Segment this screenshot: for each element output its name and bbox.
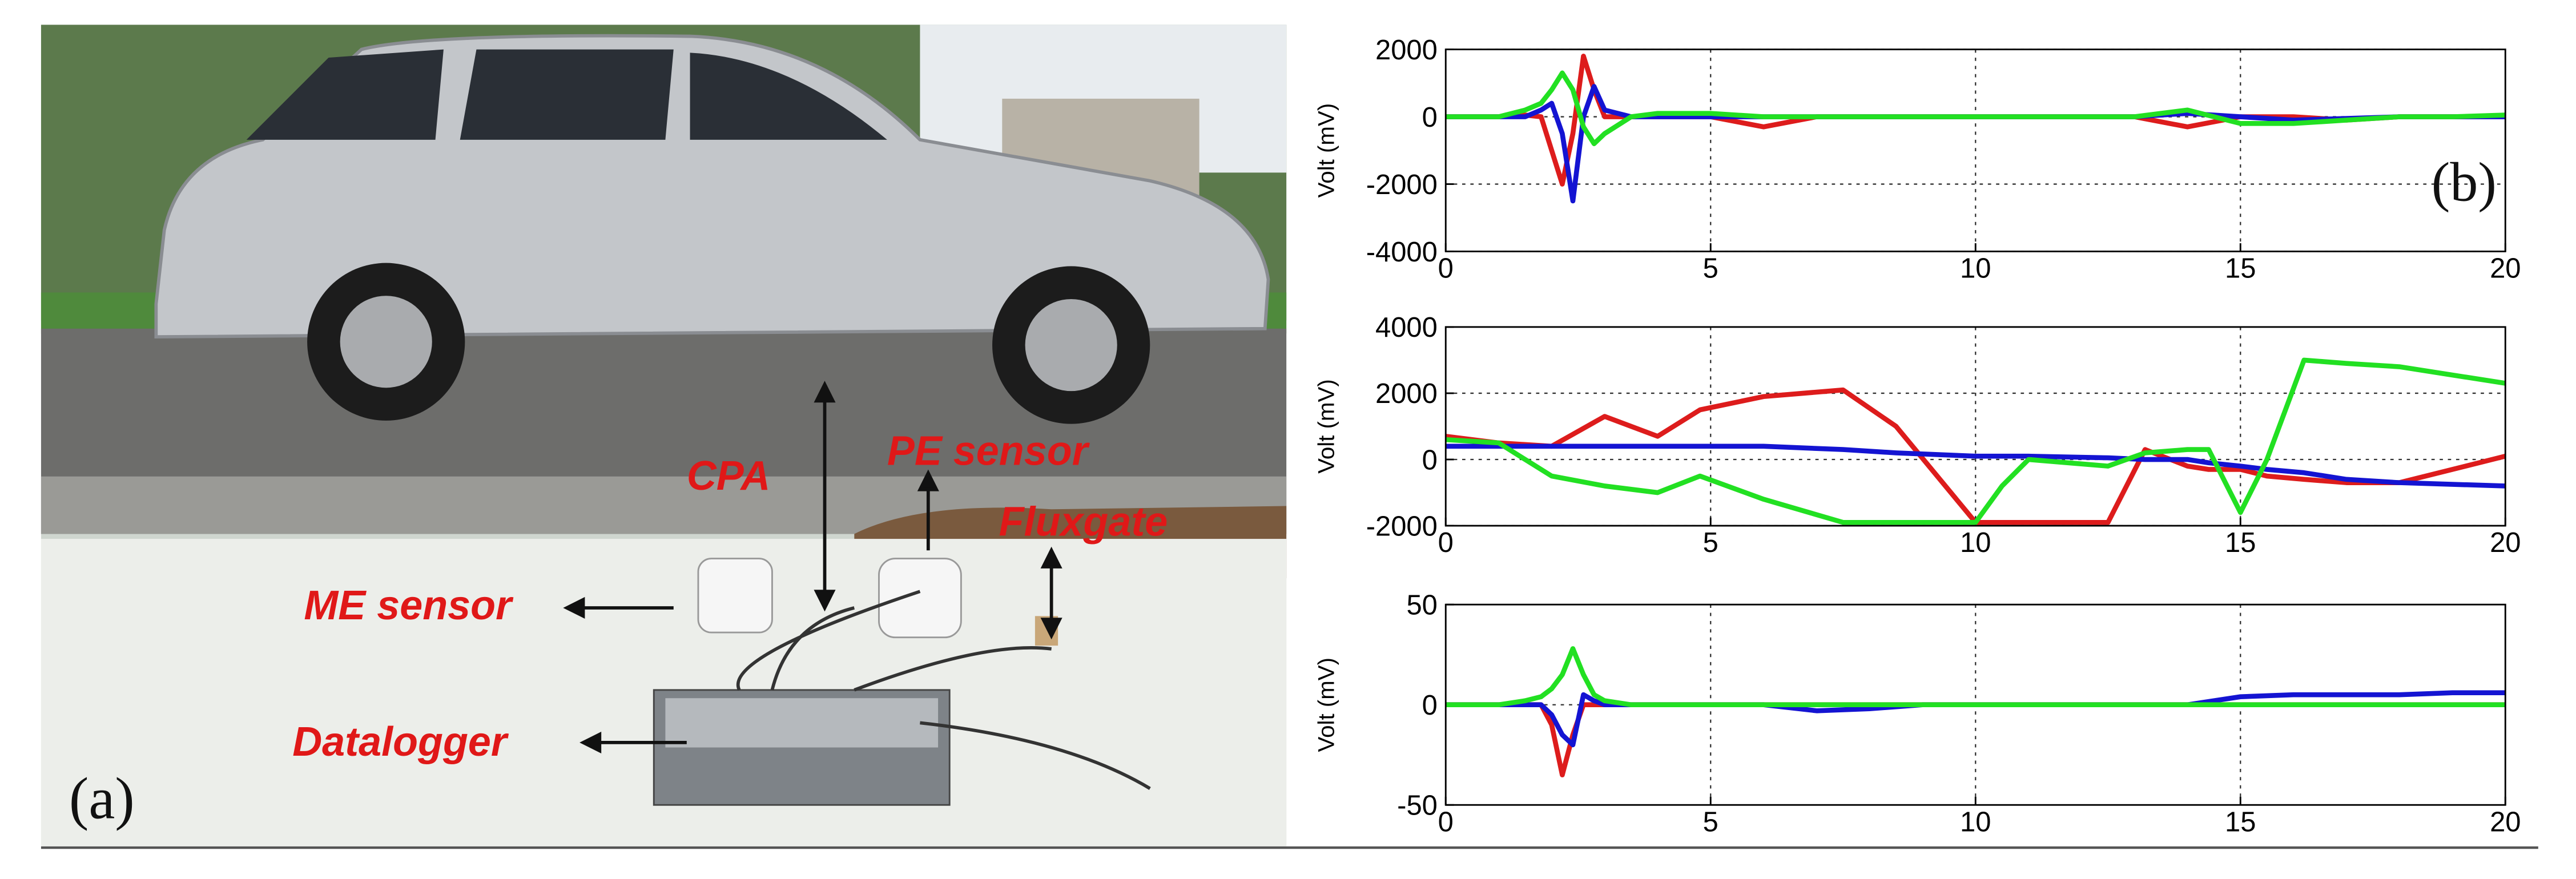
y-tick-label: -4000 bbox=[1366, 237, 1438, 268]
arrows bbox=[563, 381, 1062, 753]
plot-frame bbox=[1444, 49, 2506, 252]
series-line bbox=[1446, 646, 2506, 708]
y-tick-label: -2000 bbox=[1366, 511, 1438, 542]
photo: CPA PE sensor Fluxgate ME sensor Datalog… bbox=[41, 25, 1287, 846]
x-tick-label: 15 bbox=[2225, 807, 2256, 837]
series-line bbox=[1446, 443, 2506, 489]
photo-label: Fluxgate bbox=[999, 499, 1168, 545]
pe-sensor bbox=[878, 558, 962, 639]
panel-label: (b) bbox=[2432, 151, 2497, 213]
photo-label: PE sensor bbox=[887, 429, 1090, 474]
y-tick-label: -2000 bbox=[1366, 170, 1438, 200]
y-tick-label: 0 bbox=[1422, 690, 1438, 721]
photo-label: CPA bbox=[687, 453, 771, 499]
series-line bbox=[1446, 70, 2506, 147]
x-tick-label: 0 bbox=[1438, 253, 1454, 284]
y-axis-label: Volt (mV) bbox=[1314, 658, 1339, 752]
datalogger-top bbox=[665, 698, 939, 748]
y-axis-label: Volt (mV) bbox=[1314, 379, 1339, 474]
line-chart: 0 5 10 15 20 -4000 -2000 0 2000 Volt (mV) (b) bbox=[1314, 35, 2521, 284]
x-tick-label: 0 bbox=[1438, 527, 1454, 558]
cables bbox=[736, 590, 1151, 790]
x-tick-label: 10 bbox=[1960, 807, 1991, 837]
x-tick-label: 5 bbox=[1703, 253, 1718, 284]
y-tick-label: 2000 bbox=[1375, 35, 1438, 66]
car-rim bbox=[1025, 299, 1117, 392]
plot-frame bbox=[1444, 326, 2506, 527]
me-sensor bbox=[697, 558, 773, 634]
y-tick-label: 50 bbox=[1406, 590, 1437, 620]
y-tick-label: 0 bbox=[1422, 102, 1438, 133]
x-tick-label: 20 bbox=[2490, 527, 2521, 558]
series-line bbox=[1446, 690, 2506, 748]
photo-label: Datalogger bbox=[292, 719, 509, 765]
x-tick-label: 20 bbox=[2490, 807, 2521, 837]
x-tick-label: 15 bbox=[2225, 253, 2256, 284]
photo-label: ME sensor bbox=[304, 583, 514, 628]
x-tick-label: 10 bbox=[1960, 527, 1991, 558]
y-tick-label: 2000 bbox=[1375, 378, 1438, 409]
series-line bbox=[1445, 387, 2506, 525]
series-line bbox=[1445, 357, 2506, 525]
x-tick-label: 10 bbox=[1960, 253, 1991, 284]
plot-frame bbox=[1444, 603, 2506, 806]
x-tick-label: 5 bbox=[1703, 807, 1718, 837]
y-tick-label: 0 bbox=[1422, 445, 1438, 475]
panel-label: (a) bbox=[69, 766, 135, 831]
y-tick-label: 4000 bbox=[1375, 312, 1438, 343]
x-tick-label: 15 bbox=[2225, 527, 2256, 558]
car-rim bbox=[340, 296, 432, 388]
y-tick-label: -50 bbox=[1397, 791, 1438, 821]
car-windows bbox=[246, 49, 887, 140]
x-tick-label: 5 bbox=[1703, 527, 1718, 558]
x-tick-label: 20 bbox=[2490, 253, 2521, 284]
x-tick-label: 0 bbox=[1438, 807, 1454, 837]
y-axis-label: Volt (mV) bbox=[1314, 103, 1339, 198]
